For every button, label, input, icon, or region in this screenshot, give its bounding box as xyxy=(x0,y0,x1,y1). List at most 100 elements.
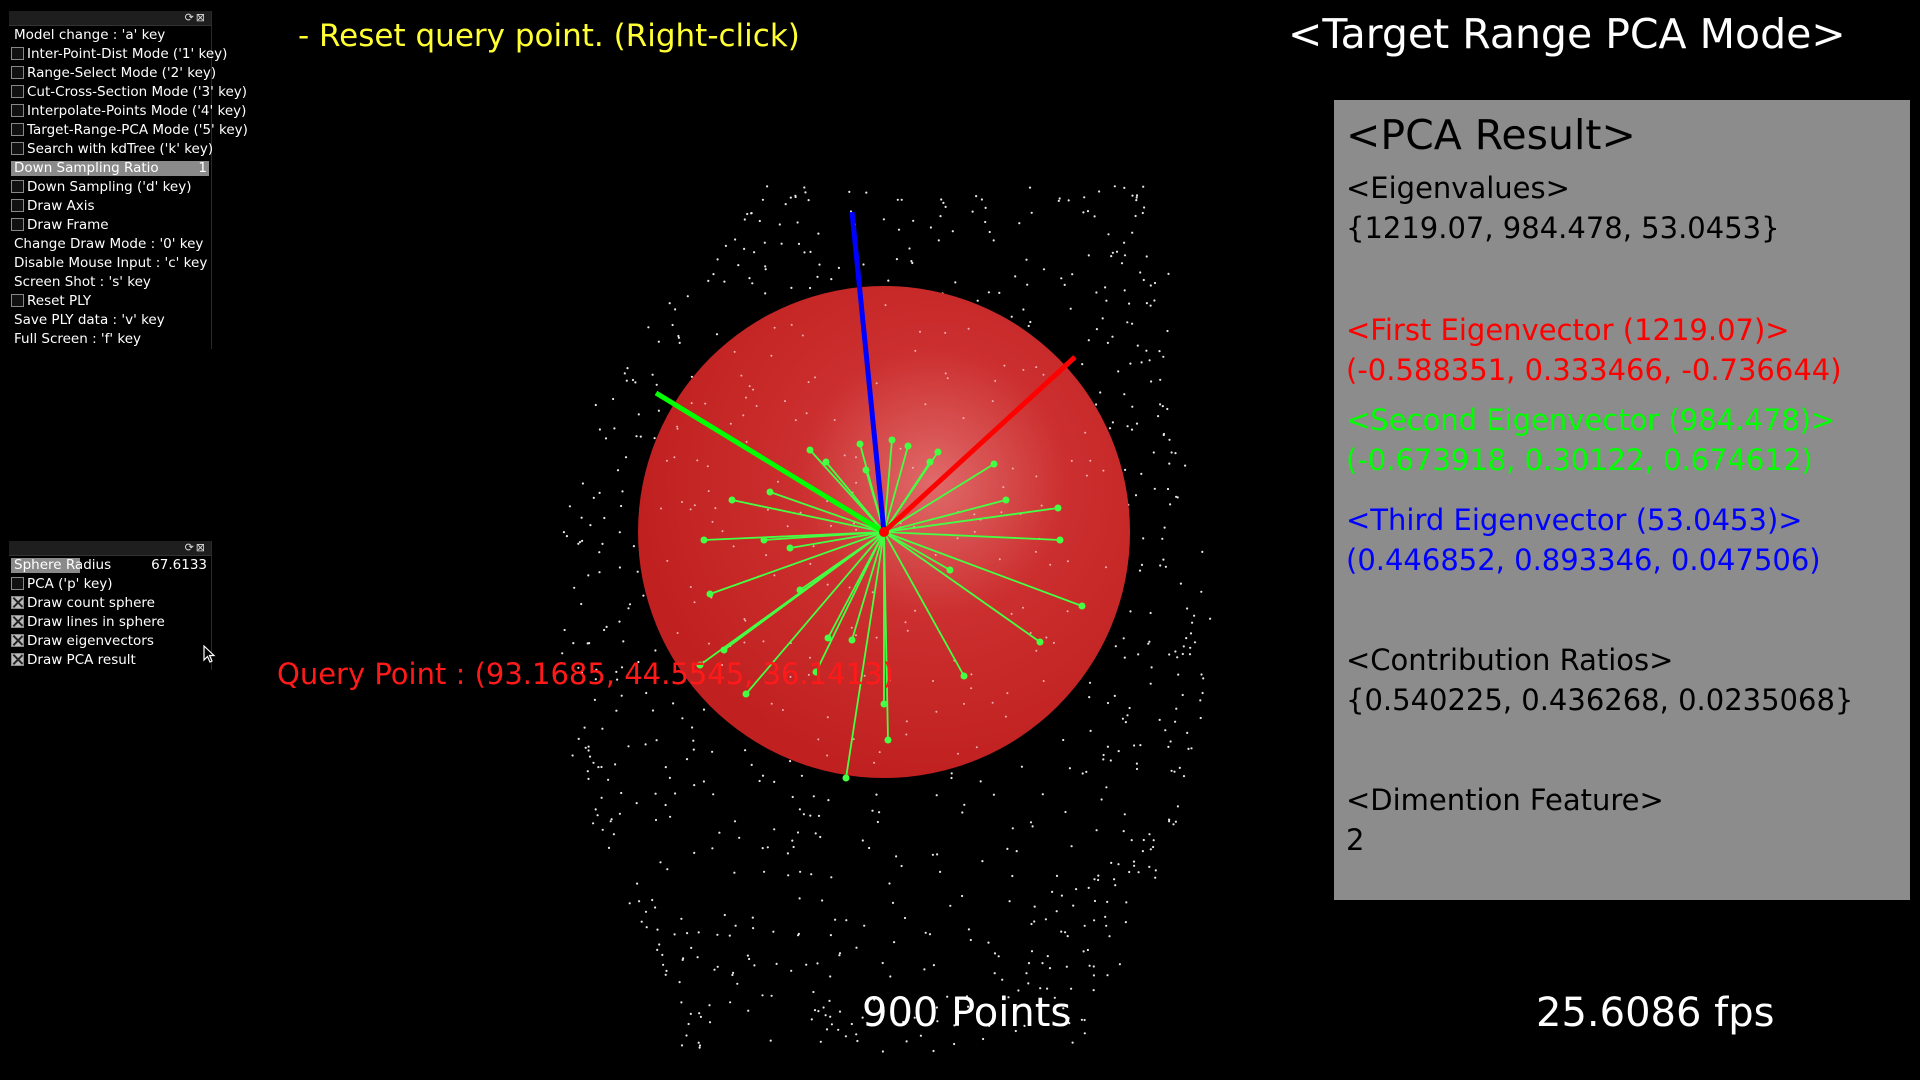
checkbox[interactable] xyxy=(11,217,24,231)
cloud-point xyxy=(871,809,874,812)
draw-axis-toggle[interactable]: Draw Axis xyxy=(9,197,211,216)
cloud-point xyxy=(1069,307,1072,310)
sphere-point xyxy=(946,377,949,380)
cloud-point xyxy=(615,709,618,712)
neighbor-line xyxy=(883,531,1061,541)
slider-fill[interactable] xyxy=(11,558,80,573)
cloud-point xyxy=(690,375,694,378)
down-sampling-slider[interactable]: Down Sampling Ratio 1 xyxy=(9,159,211,178)
kdtree-search-toggle[interactable]: Search with kdTree ('k' key) xyxy=(9,140,213,159)
refresh-icon[interactable]: ⟳ xyxy=(184,541,196,554)
save-ply-button[interactable]: Save PLY data : 'v' key xyxy=(9,311,211,330)
sphere-point xyxy=(743,618,746,620)
draw-lines-toggle[interactable]: Draw lines in sphere xyxy=(9,613,211,632)
neighbor-line xyxy=(769,491,885,533)
cloud-point xyxy=(796,221,799,224)
checkbox[interactable] xyxy=(11,65,24,79)
interpolate-points-toggle[interactable]: Interpolate-Points Mode ('4' key) xyxy=(9,102,246,121)
panel-header[interactable]: ⟳⊠ xyxy=(9,541,211,556)
close-icon[interactable]: ⊠ xyxy=(195,541,207,554)
cloud-point xyxy=(656,948,659,952)
neighbor-point xyxy=(822,458,830,466)
cloud-point xyxy=(1126,714,1129,717)
cloud-point xyxy=(936,1020,939,1023)
refresh-icon[interactable]: ⟳ xyxy=(184,11,196,24)
cloud-point xyxy=(812,990,815,994)
checkbox[interactable] xyxy=(11,84,24,98)
cloud-point xyxy=(902,1020,905,1024)
checkbox[interactable] xyxy=(11,576,24,590)
query-point-label: Query Point : (93.1685, 44.5545, 36.1413… xyxy=(277,657,894,691)
cloud-point xyxy=(855,946,858,949)
draw-pca-result-toggle[interactable]: Draw PCA result xyxy=(9,651,211,670)
cloud-point xyxy=(686,295,689,298)
checkbox[interactable] xyxy=(11,652,24,666)
checkbox[interactable] xyxy=(11,141,24,155)
checkbox[interactable] xyxy=(11,614,24,628)
range-select-toggle[interactable]: Range-Select Mode ('2' key) xyxy=(9,64,216,83)
down-sampling-toggle[interactable]: Down Sampling ('d' key) xyxy=(9,178,211,197)
cloud-point xyxy=(1104,915,1107,919)
checkbox[interactable] xyxy=(11,122,24,136)
sphere-radius-slider[interactable]: Sphere Radius 67.6133 xyxy=(9,556,211,575)
cloud-point xyxy=(713,968,716,971)
inter-point-dist-toggle[interactable]: Inter-Point-Dist Mode ('1' key) xyxy=(9,45,227,64)
draw-eigenvectors-toggle[interactable]: Draw eigenvectors xyxy=(9,632,211,651)
cloud-point xyxy=(1174,720,1177,723)
model-change-button[interactable]: Model change : 'a' key xyxy=(9,26,211,45)
draw-frame-toggle[interactable]: Draw Frame xyxy=(9,216,211,235)
cloud-point xyxy=(878,811,881,814)
slider-value: 67.6133 xyxy=(151,557,207,573)
control-panel: ⟳⊠ Model change : 'a' key Inter-Point-Dis… xyxy=(9,11,248,349)
slider-fill[interactable] xyxy=(11,161,209,176)
sphere-point xyxy=(786,525,789,528)
cloud-point xyxy=(1113,878,1116,881)
cloud-point xyxy=(809,250,812,253)
checkbox[interactable] xyxy=(11,198,24,212)
checkbox[interactable] xyxy=(11,103,24,117)
target-range-pca-toggle[interactable]: Target-Range-PCA Mode ('5' key) xyxy=(9,121,248,140)
sphere-point xyxy=(732,545,735,548)
checkbox[interactable] xyxy=(11,179,24,193)
cloud-point xyxy=(748,957,751,961)
checkbox[interactable] xyxy=(11,293,24,307)
cloud-point xyxy=(1186,731,1189,735)
sphere-point xyxy=(770,354,773,357)
cloud-point xyxy=(810,1018,813,1021)
cloud-point xyxy=(628,603,632,606)
close-icon[interactable]: ⊠ xyxy=(195,11,207,24)
panel-header[interactable]: ⟳⊠ xyxy=(9,11,211,26)
checkbox[interactable] xyxy=(11,595,24,609)
cloud-point xyxy=(1140,361,1143,364)
screenshot-button[interactable]: Screen Shot : 's' key xyxy=(9,273,211,292)
cloud-point xyxy=(654,818,658,822)
cloud-point xyxy=(805,963,808,966)
sphere-point xyxy=(784,400,786,403)
change-draw-mode-button[interactable]: Change Draw Mode : '0' key xyxy=(9,235,211,254)
checkbox[interactable] xyxy=(11,633,24,647)
sphere-point xyxy=(765,554,768,557)
neighbor-line xyxy=(845,531,885,779)
cloud-point xyxy=(644,743,647,746)
disable-mouse-input-button[interactable]: Disable Mouse Input : 'c' key xyxy=(9,254,211,273)
sphere-point xyxy=(830,524,832,527)
pca-toggle[interactable]: PCA ('p' key) xyxy=(9,575,211,594)
cloud-point xyxy=(1111,251,1114,254)
checkbox[interactable] xyxy=(11,46,24,60)
cloud-point xyxy=(1134,214,1137,218)
toggle-label: Reset PLY xyxy=(27,293,92,309)
cloud-point xyxy=(1134,494,1138,497)
cloud-point xyxy=(657,409,661,412)
cut-cross-section-toggle[interactable]: Cut-Cross-Section Mode ('3' key) xyxy=(9,83,247,102)
draw-count-sphere-toggle[interactable]: Draw count sphere xyxy=(9,594,211,613)
full-screen-button[interactable]: Full Screen : 'f' key xyxy=(9,330,211,349)
neighbor-point xyxy=(934,448,942,456)
cloud-point xyxy=(1149,848,1152,851)
sphere-point xyxy=(991,701,994,704)
cloud-point xyxy=(1102,753,1105,757)
sphere-point xyxy=(676,427,679,430)
reset-ply-toggle[interactable]: Reset PLY xyxy=(9,292,211,311)
pca-result-title: <PCA Result> xyxy=(1346,111,1636,159)
cloud-point xyxy=(640,920,643,923)
